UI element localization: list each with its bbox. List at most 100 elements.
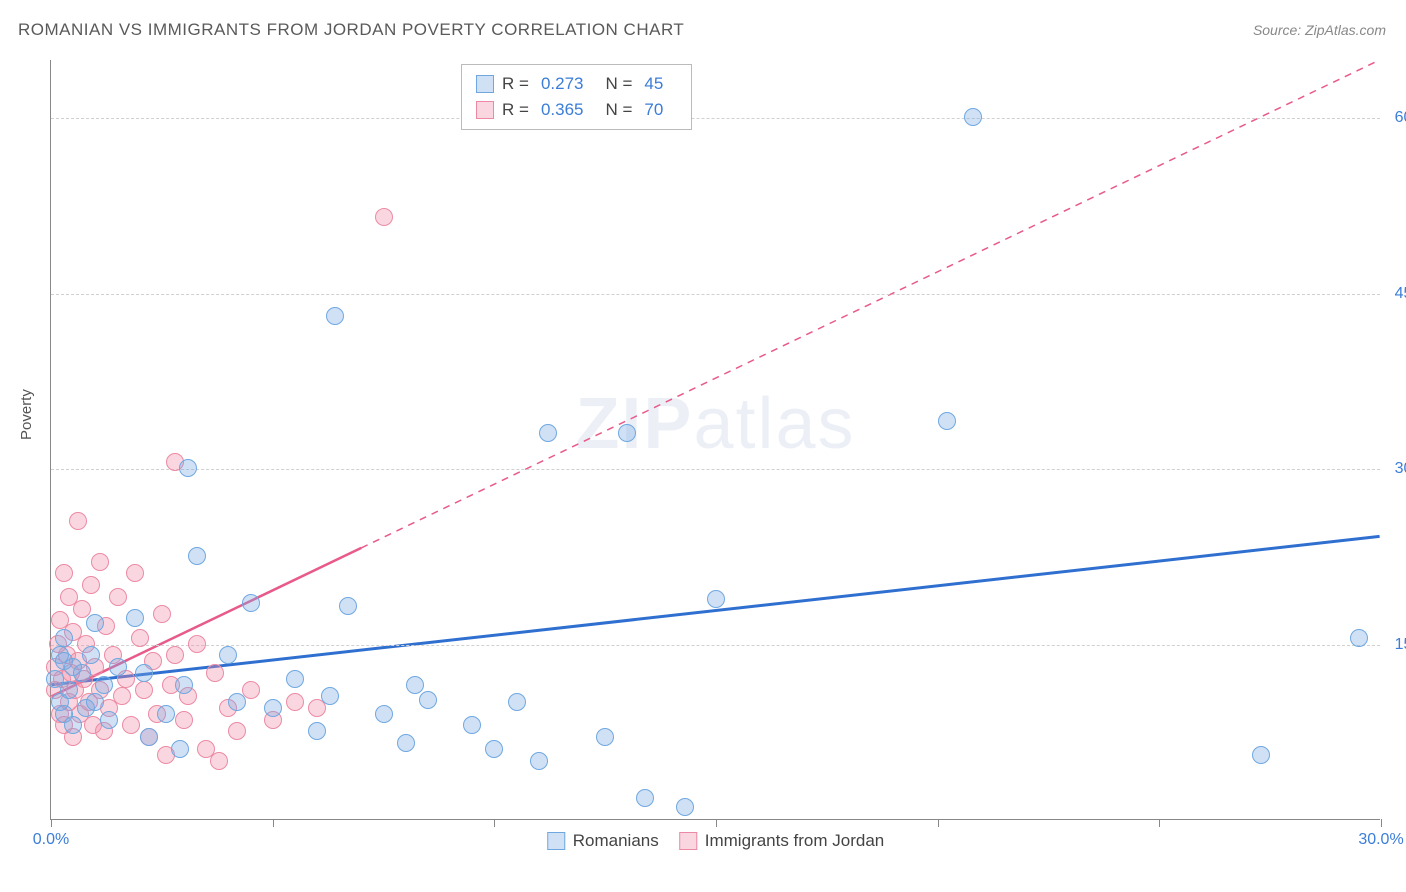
scatter-point-pink bbox=[286, 693, 304, 711]
y-tick-label: 30.0% bbox=[1385, 460, 1406, 478]
series-legend: Romanians Immigrants from Jordan bbox=[547, 831, 885, 851]
scatter-point-blue bbox=[60, 681, 78, 699]
scatter-point-blue bbox=[485, 740, 503, 758]
plot-area: ZIPatlas R = 0.273 N = 45 R = 0.365 N = … bbox=[50, 60, 1380, 820]
scatter-point-pink bbox=[113, 687, 131, 705]
x-tick bbox=[273, 819, 274, 827]
scatter-point-blue bbox=[321, 687, 339, 705]
scatter-point-blue bbox=[463, 716, 481, 734]
scatter-point-blue bbox=[140, 728, 158, 746]
trend-lines bbox=[51, 60, 1380, 819]
x-tick bbox=[938, 819, 939, 827]
y-tick-label: 45.0% bbox=[1385, 285, 1406, 303]
x-tick bbox=[1381, 819, 1382, 827]
y-axis-label: Poverty bbox=[18, 389, 35, 440]
legend-item-blue: Romanians bbox=[547, 831, 659, 851]
scatter-point-blue bbox=[100, 711, 118, 729]
scatter-point-blue bbox=[707, 590, 725, 608]
scatter-point-pink bbox=[131, 629, 149, 647]
legend-row-blue: R = 0.273 N = 45 bbox=[476, 71, 677, 97]
x-tick-label: 30.0% bbox=[1358, 831, 1403, 849]
scatter-point-pink bbox=[82, 576, 100, 594]
legend-item-pink: Immigrants from Jordan bbox=[679, 831, 885, 851]
gridline bbox=[51, 645, 1380, 646]
gridline bbox=[51, 118, 1380, 119]
r-value-blue: 0.273 bbox=[541, 71, 584, 97]
x-tick bbox=[716, 819, 717, 827]
scatter-point-blue bbox=[82, 646, 100, 664]
scatter-point-blue bbox=[55, 629, 73, 647]
watermark-light: atlas bbox=[693, 384, 855, 464]
scatter-point-blue bbox=[508, 693, 526, 711]
x-tick bbox=[51, 819, 52, 827]
gridline bbox=[51, 294, 1380, 295]
n-value-blue: 45 bbox=[644, 71, 663, 97]
scatter-point-blue bbox=[618, 424, 636, 442]
legend-row-pink: R = 0.365 N = 70 bbox=[476, 97, 677, 123]
scatter-point-pink bbox=[126, 564, 144, 582]
scatter-point-blue bbox=[135, 664, 153, 682]
scatter-point-blue bbox=[1252, 746, 1270, 764]
scatter-point-blue bbox=[397, 734, 415, 752]
correlation-legend: R = 0.273 N = 45 R = 0.365 N = 70 bbox=[461, 64, 692, 130]
r-value-pink: 0.365 bbox=[541, 97, 584, 123]
legend-label-blue: Romanians bbox=[573, 831, 659, 851]
n-label: N = bbox=[605, 71, 632, 97]
n-label: N = bbox=[605, 97, 632, 123]
swatch-blue-icon bbox=[547, 832, 565, 850]
scatter-point-pink bbox=[122, 716, 140, 734]
scatter-point-blue bbox=[219, 646, 237, 664]
scatter-point-blue bbox=[188, 547, 206, 565]
x-tick-label: 0.0% bbox=[33, 831, 69, 849]
scatter-point-blue bbox=[308, 722, 326, 740]
scatter-point-pink bbox=[175, 711, 193, 729]
scatter-point-blue bbox=[171, 740, 189, 758]
scatter-point-blue bbox=[636, 789, 654, 807]
scatter-point-pink bbox=[69, 512, 87, 530]
scatter-point-blue bbox=[964, 108, 982, 126]
scatter-point-pink bbox=[166, 646, 184, 664]
scatter-point-blue bbox=[938, 412, 956, 430]
scatter-point-pink bbox=[375, 208, 393, 226]
scatter-point-pink bbox=[91, 553, 109, 571]
chart-title: ROMANIAN VS IMMIGRANTS FROM JORDAN POVER… bbox=[18, 20, 684, 40]
swatch-pink-icon bbox=[679, 832, 697, 850]
scatter-point-pink bbox=[55, 564, 73, 582]
scatter-point-blue bbox=[676, 798, 694, 816]
scatter-point-blue bbox=[539, 424, 557, 442]
x-tick bbox=[1159, 819, 1160, 827]
scatter-point-blue bbox=[175, 676, 193, 694]
scatter-point-blue bbox=[86, 693, 104, 711]
source-value: ZipAtlas.com bbox=[1305, 22, 1386, 38]
source-attribution: Source: ZipAtlas.com bbox=[1253, 22, 1386, 38]
scatter-point-blue bbox=[179, 459, 197, 477]
x-tick bbox=[494, 819, 495, 827]
scatter-point-blue bbox=[228, 693, 246, 711]
scatter-point-blue bbox=[242, 594, 260, 612]
scatter-point-pink bbox=[153, 605, 171, 623]
scatter-point-blue bbox=[530, 752, 548, 770]
y-tick-label: 60.0% bbox=[1385, 109, 1406, 127]
scatter-point-blue bbox=[286, 670, 304, 688]
watermark: ZIPatlas bbox=[575, 383, 855, 465]
r-label: R = bbox=[502, 97, 529, 123]
scatter-point-blue bbox=[1350, 629, 1368, 647]
watermark-bold: ZIP bbox=[575, 384, 693, 464]
scatter-point-pink bbox=[228, 722, 246, 740]
r-label: R = bbox=[502, 71, 529, 97]
scatter-point-blue bbox=[86, 614, 104, 632]
y-tick-label: 15.0% bbox=[1385, 636, 1406, 654]
swatch-pink-icon bbox=[476, 101, 494, 119]
scatter-point-blue bbox=[95, 676, 113, 694]
legend-label-pink: Immigrants from Jordan bbox=[705, 831, 885, 851]
scatter-point-blue bbox=[126, 609, 144, 627]
n-value-pink: 70 bbox=[644, 97, 663, 123]
scatter-point-blue bbox=[109, 658, 127, 676]
scatter-point-pink bbox=[135, 681, 153, 699]
scatter-point-pink bbox=[73, 600, 91, 618]
scatter-point-blue bbox=[326, 307, 344, 325]
scatter-point-blue bbox=[419, 691, 437, 709]
scatter-point-blue bbox=[64, 716, 82, 734]
scatter-point-pink bbox=[206, 664, 224, 682]
scatter-point-blue bbox=[375, 705, 393, 723]
